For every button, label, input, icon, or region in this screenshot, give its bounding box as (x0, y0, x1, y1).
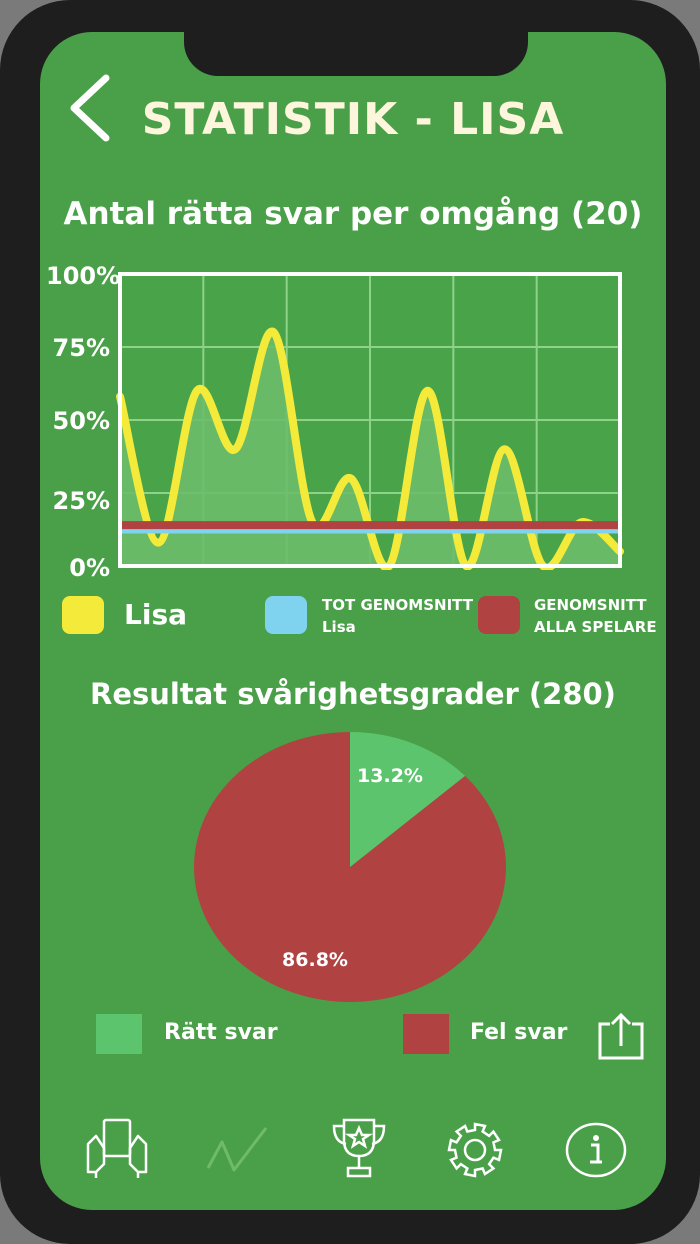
legend-swatch-wrong (403, 1014, 449, 1054)
back-arrow-icon[interactable] (62, 72, 122, 142)
y-tick-label: 75% (52, 334, 110, 362)
trophy-icon[interactable] (324, 1114, 394, 1184)
pie-slice-wrong (193, 732, 506, 1002)
legend-label-all-line2: ALLA SPELARE (534, 618, 657, 636)
legend-label-tot: TOT GENOMSNITT Lisa (322, 594, 473, 638)
settings-icon[interactable] (440, 1114, 510, 1184)
page-title: STATISTIK - LISA (141, 94, 565, 145)
pie-slice-correct (350, 732, 466, 867)
info-icon[interactable] (560, 1114, 630, 1184)
legend-swatch-lisa (62, 596, 104, 634)
y-tick-label: 25% (52, 487, 110, 515)
y-tick-label: 0% (69, 554, 110, 582)
quiz-icon[interactable] (82, 1114, 152, 1184)
legend-label-lisa: Lisa (124, 598, 187, 631)
pie-chart: 13.2% 86.8% (193, 732, 506, 1002)
screen: STATISTIK - LISA Antal rätta svar per om… (40, 32, 666, 1210)
legend-label-wrong: Fel svar (470, 1020, 568, 1045)
legend-label-all: GENOMSNITT ALLA SPELARE (534, 594, 657, 638)
line-chart-title: Antal rätta svar per omgång (20) (63, 196, 643, 232)
lisa-area (120, 331, 620, 568)
notch (184, 32, 528, 76)
statistics-icon[interactable] (202, 1114, 272, 1184)
pie-chart-title: Resultat svårighetsgrader (280) (90, 677, 616, 711)
lisa-line (116, 327, 624, 570)
legend-label-tot-line1: TOT GENOMSNITT (322, 596, 473, 614)
y-tick-label: 50% (52, 407, 110, 435)
legend-swatch-tot (265, 596, 307, 634)
share-icon[interactable] (596, 1012, 646, 1062)
legend-label-tot-line2: Lisa (322, 618, 356, 636)
pie-label-correct: 13.2% (357, 765, 423, 787)
bottom-navigation (40, 1114, 666, 1184)
legend-swatch-all (478, 596, 520, 634)
pie-label-wrong: 86.8% (282, 949, 348, 971)
line-chart-legend: Lisa TOT GENOMSNITT Lisa GENOMSNITT ALLA… (40, 592, 666, 652)
legend-swatch-correct (96, 1014, 142, 1054)
y-tick-label: 100% (46, 262, 121, 290)
line-chart (116, 272, 624, 570)
legend-label-correct: Rätt svar (164, 1020, 278, 1045)
legend-label-all-line1: GENOMSNITT (534, 596, 647, 614)
